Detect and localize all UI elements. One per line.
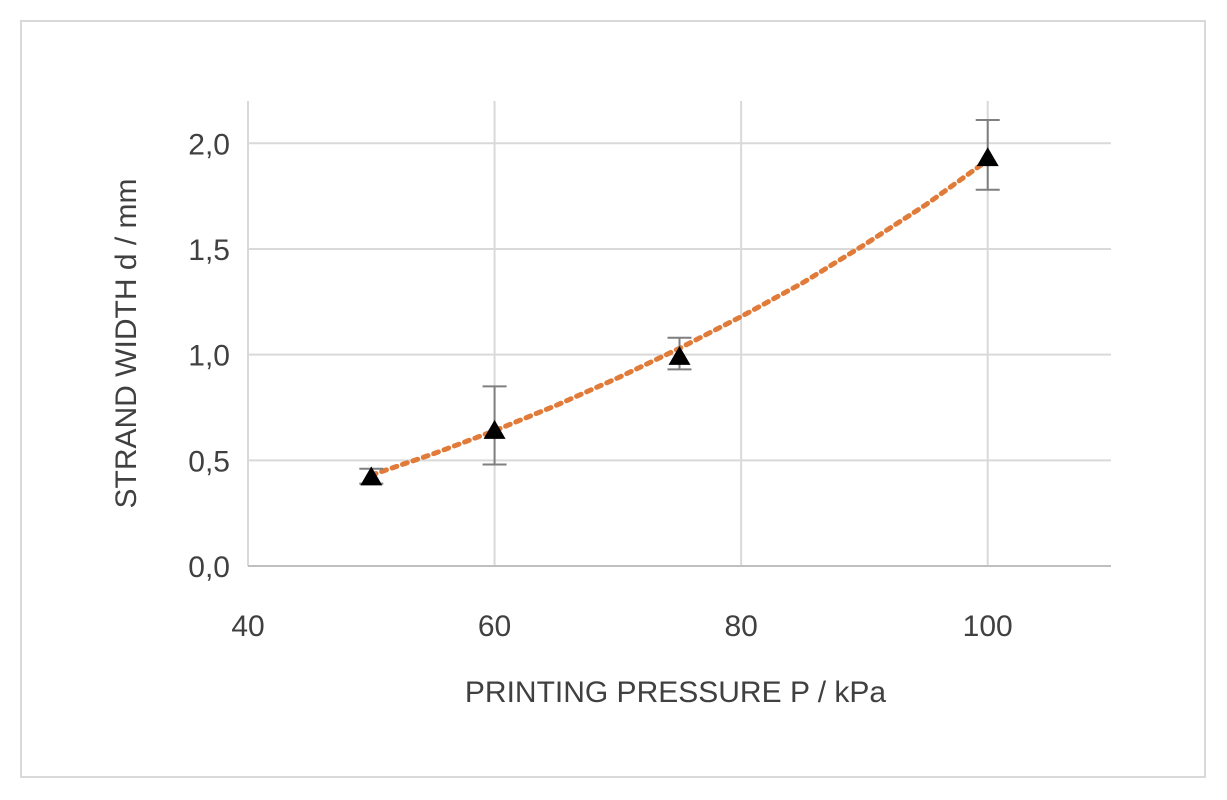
data-point-triangle: [483, 419, 506, 439]
trendline: [368, 157, 991, 478]
x-tick-label: 80: [724, 610, 757, 643]
grid-lines: [248, 101, 1111, 566]
x-tick-label: 60: [478, 610, 511, 643]
data-point-triangle: [976, 147, 999, 167]
data-points: [360, 147, 999, 486]
chart: 40 60 80 100 0,0 0,5 1,0 1,5 2,0 PRINTING PRESS…: [110, 101, 1111, 709]
y-tick-label: 1,0: [188, 340, 230, 373]
y-tick-label: 0,5: [188, 445, 230, 478]
data-point-triangle: [668, 345, 691, 365]
trendline-group: [368, 157, 991, 478]
y-tick-label: 1,5: [188, 234, 230, 267]
axes: [247, 101, 1111, 567]
error-bars: [359, 119, 1000, 485]
x-axis-title: PRINTING PRESSURE P / kPa: [465, 676, 887, 709]
y-tick-label: 2,0: [188, 128, 230, 161]
x-tick-label: 100: [963, 610, 1013, 643]
chart-frame: 40 60 80 100 0,0 0,5 1,0 1,5 2,0 PRINTING PRESS…: [20, 20, 1206, 778]
y-tick-label: 0,0: [188, 551, 230, 584]
x-tick-labels: 40 60 80 100: [231, 610, 1012, 643]
x-tick-label: 40: [231, 610, 264, 643]
y-tick-labels: 0,0 0,5 1,0 1,5 2,0: [188, 128, 230, 584]
data-point-triangle: [360, 466, 383, 486]
y-axis-title: STRAND WIDTH d / mm: [110, 179, 143, 509]
